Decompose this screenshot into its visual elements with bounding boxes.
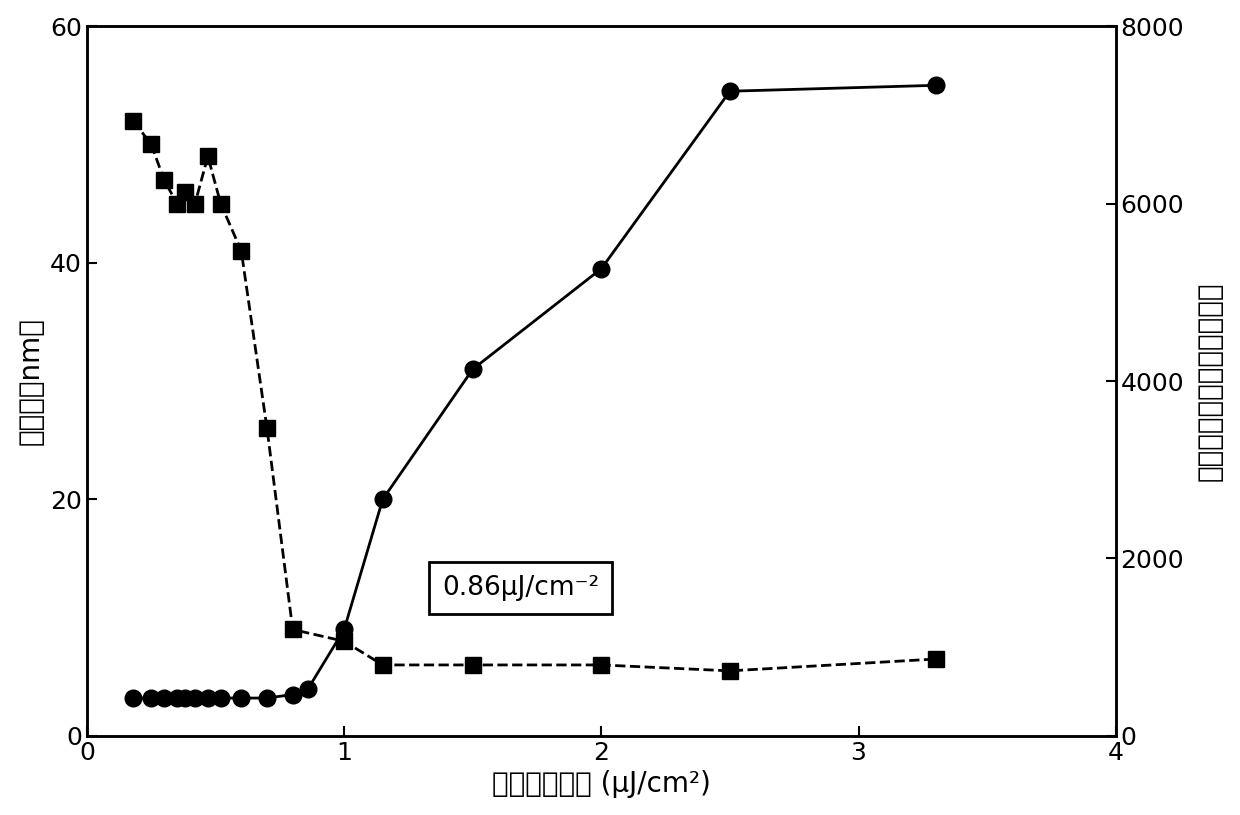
Text: 0.86μJ/cm⁻²: 0.86μJ/cm⁻² [441,575,599,601]
Y-axis label: 自发辐射放大输出能量密度: 自发辐射放大输出能量密度 [1195,281,1224,481]
X-axis label: 泵浦能量密度 (μJ/cm²): 泵浦能量密度 (μJ/cm²) [492,770,711,799]
Y-axis label: 半峰宽（nm）: 半峰宽（nm） [16,317,45,445]
